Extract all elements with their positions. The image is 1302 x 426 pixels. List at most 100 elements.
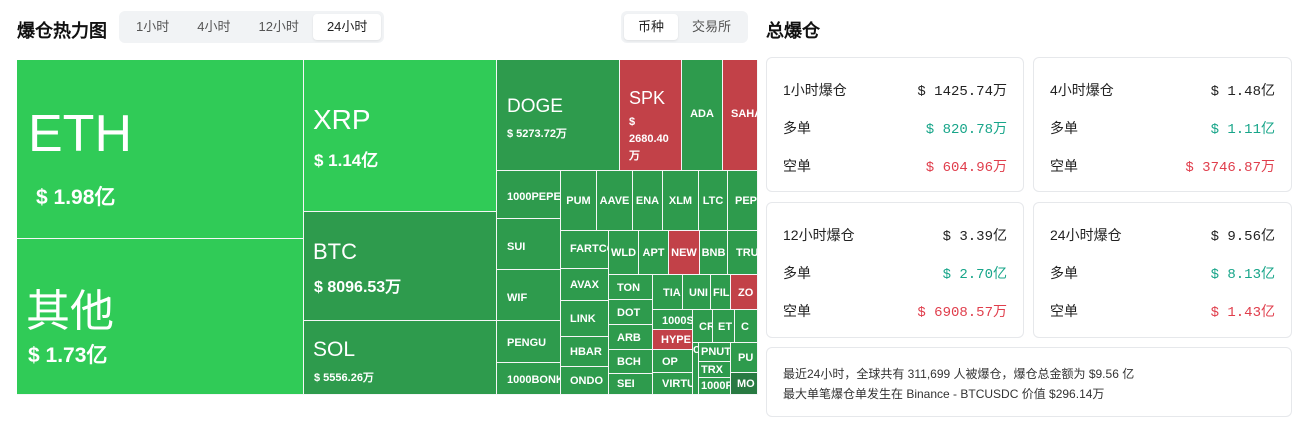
tab-exchange[interactable]: 交易所 <box>692 19 732 34</box>
tile-spk[interactable]: SPK $ 2680.40万 <box>620 60 682 171</box>
tile-bch[interactable]: BCH <box>609 350 653 374</box>
tile-symbol: VIRTU <box>662 378 692 390</box>
tile-wif[interactable]: WIF <box>497 270 561 321</box>
tile-1000s[interactable]: 1000S <box>653 310 693 330</box>
view-tabs: 币种 交易所 <box>621 11 749 43</box>
tile-symbol: TIA <box>663 287 681 299</box>
tab-coin[interactable]: 币种 <box>624 14 679 40</box>
summary-title: 总爆仓 <box>766 21 820 41</box>
tile-symbol: CR <box>699 321 712 333</box>
tile-uni[interactable]: UNI <box>683 275 711 310</box>
tile-symbol: SPK <box>629 88 666 108</box>
tile-fartco[interactable]: FARTCO <box>561 231 609 269</box>
tile-symbol: C <box>741 321 749 333</box>
tile-tru[interactable]: TRU <box>728 231 758 275</box>
tile-symbol: XRP <box>313 104 371 135</box>
tile-symbol: ETH <box>28 105 132 163</box>
tab-1h[interactable]: 1小时 <box>136 19 170 34</box>
tile-amount: $ 1.73亿 <box>28 344 108 367</box>
tile-xrp[interactable]: XRP $ 1.14亿 <box>304 60 497 212</box>
tile-sei[interactable]: SEI <box>609 374 653 395</box>
long-label: 多单 <box>1050 265 1078 281</box>
tile-other[interactable]: 其他 $ 1.73亿 <box>17 239 304 395</box>
tile-symbol: BCH <box>617 356 641 368</box>
long-label: 多单 <box>783 120 811 136</box>
tile-hbar[interactable]: HBAR <box>561 337 609 367</box>
tile-aave[interactable]: AAVE <box>597 171 633 231</box>
tile-c[interactable]: C <box>735 310 758 343</box>
tile-symbol: BTC <box>313 239 357 264</box>
tile-sol[interactable]: SOL $ 5556.26万 <box>304 321 497 395</box>
tile-symbol: 1000PEPE <box>507 191 560 203</box>
tile-et[interactable]: ET <box>713 310 735 343</box>
tile-saha[interactable]: SAHA <box>723 60 758 171</box>
tile-trx[interactable]: TRX <box>699 362 731 378</box>
time-range-tabs: 1小时 4小时 12小时 24小时 <box>119 11 385 43</box>
tile-sui[interactable]: SUI <box>497 219 561 270</box>
tile-op[interactable]: OP <box>653 350 693 373</box>
tab-4h[interactable]: 4小时 <box>197 19 231 34</box>
tile-amount: $ 1.98亿 <box>36 186 116 209</box>
tile-fil[interactable]: FIL <box>711 275 731 310</box>
tile-symbol: UNI <box>689 287 708 299</box>
tile-pep[interactable]: PEP <box>728 171 758 231</box>
short-value: $ 6908.57万 <box>917 305 1007 321</box>
tile-ton[interactable]: TON <box>609 275 653 300</box>
tile-1000pepe[interactable]: 1000PEPE <box>497 171 561 219</box>
tile-symbol: WIF <box>507 292 528 304</box>
tile-doge[interactable]: DOGE $ 5273.72万 <box>497 60 620 171</box>
card-12h: 12小时爆仓 $ 3.39亿 多单 $ 2.70亿 空单 $ 6908.57万 <box>766 202 1024 338</box>
tile-hype[interactable]: HYPE <box>653 330 693 350</box>
tile-symbol: AVAX <box>570 279 599 291</box>
tile-1000f[interactable]: 1000F <box>699 378 731 395</box>
tile-pu[interactable]: PU <box>731 343 758 373</box>
long-value: $ 2.70亿 <box>942 267 1007 283</box>
tile-pengu[interactable]: PENGU <box>497 321 561 363</box>
tile-tia[interactable]: TIA <box>653 275 683 310</box>
long-value: $ 820.78万 <box>925 122 1007 138</box>
tile-mo[interactable]: MO <box>731 373 758 395</box>
card-total: $ 3.39亿 <box>942 229 1007 245</box>
tile-bnb[interactable]: BNB <box>700 231 728 275</box>
tile-btc[interactable]: BTC $ 8096.53万 <box>304 212 497 321</box>
short-value: $ 3746.87万 <box>1185 160 1275 176</box>
tile-symbol: DOT <box>617 307 641 319</box>
tile-arb[interactable]: ARB <box>609 325 653 350</box>
tile-dot[interactable]: DOT <box>609 300 653 325</box>
card-24h: 24小时爆仓 $ 9.56亿 多单 $ 8.13亿 空单 $ 1.43亿 <box>1033 202 1292 338</box>
tile-new[interactable]: NEW <box>669 231 700 275</box>
tab-24h[interactable]: 24小时 <box>312 14 382 40</box>
tile-xlm[interactable]: XLM <box>663 171 699 231</box>
tile-zo[interactable]: ZO <box>731 275 758 310</box>
tile-pum[interactable]: PUM <box>561 171 597 231</box>
tile-cr-2[interactable]: CR <box>693 343 699 395</box>
tile-virtu[interactable]: VIRTU <box>653 373 693 395</box>
tile-wld[interactable]: WLD <box>609 231 639 275</box>
tile-amount: $ 2680.40万 <box>629 116 669 162</box>
tile-ena[interactable]: ENA <box>633 171 663 231</box>
tile-apt[interactable]: APT <box>639 231 669 275</box>
card-1h: 1小时爆仓 $ 1425.74万 多单 $ 820.78万 空单 $ 604.96万 <box>766 57 1024 192</box>
card-total: $ 1.48亿 <box>1210 84 1275 100</box>
tile-symbol: PNUT <box>701 346 730 358</box>
tile-avax[interactable]: AVAX <box>561 269 609 301</box>
tile-1000bonk[interactable]: 1000BONK <box>497 363 561 395</box>
tile-ltc[interactable]: LTC <box>699 171 728 231</box>
card-label: 12小时爆仓 <box>783 227 855 243</box>
card-total: $ 9.56亿 <box>1210 229 1275 245</box>
tile-link[interactable]: LINK <box>561 301 609 337</box>
tile-symbol: FARTCO <box>570 243 608 255</box>
tile-cr[interactable]: CR <box>693 310 713 343</box>
short-label: 空单 <box>1050 303 1078 319</box>
liquidation-treemap: ETH $ 1.98亿 其他 $ 1.73亿 XRP $ 1.14亿 BTC $… <box>17 60 758 395</box>
tile-symbol: ENA <box>635 195 660 207</box>
tile-symbol: 1000S <box>662 315 692 327</box>
tile-eth[interactable]: ETH $ 1.98亿 <box>17 60 304 239</box>
tile-pnut[interactable]: PNUT <box>699 343 731 362</box>
tile-ada[interactable]: ADA <box>682 60 723 171</box>
tile-ondo[interactable]: ONDO <box>561 367 609 395</box>
card-total: $ 1425.74万 <box>917 84 1007 100</box>
tile-symbol: LINK <box>570 313 596 325</box>
tile-amount: $ 5556.26万 <box>314 372 374 384</box>
tab-12h[interactable]: 12小时 <box>258 19 299 34</box>
